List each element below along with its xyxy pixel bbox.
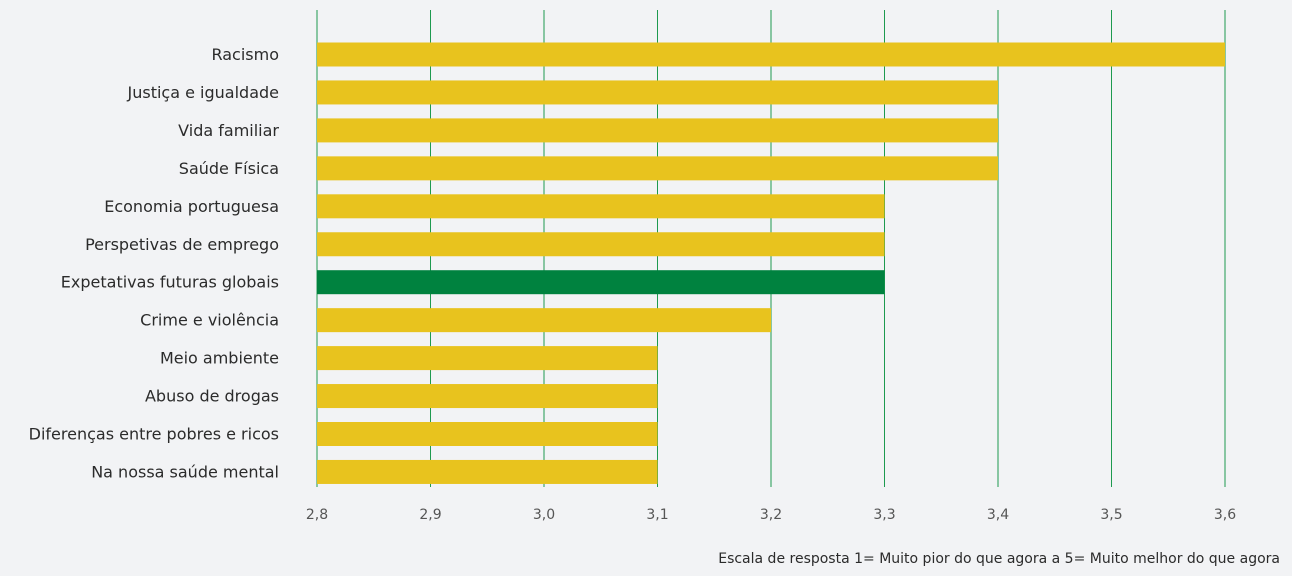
bars — [317, 42, 1225, 484]
x-tick-label: 2,9 — [419, 507, 441, 523]
bar — [317, 422, 658, 446]
bar — [317, 384, 658, 409]
category-label: Perspetivas de emprego — [85, 235, 279, 254]
bar — [317, 80, 998, 105]
x-tick-label: 3,5 — [1100, 507, 1122, 523]
category-label: Crime e violência — [140, 311, 279, 330]
x-tick-labels: 2,8 2,9 3,0 3,1 3,2 3,3 3,4 3,5 3,6 — [306, 507, 1236, 523]
bar-highlight — [317, 270, 885, 295]
category-label: Vida familiar — [178, 121, 279, 140]
category-label: Na nossa saúde mental — [91, 462, 279, 481]
category-label: Expetativas futuras globais — [61, 273, 279, 292]
x-tick-label: 3,3 — [873, 507, 895, 523]
category-label: Economia portuguesa — [104, 197, 279, 216]
category-label: Racismo — [211, 45, 279, 64]
category-label: Saúde Física — [179, 159, 279, 178]
bar — [317, 42, 1225, 67]
category-label: Diferenças entre pobres e ricos — [29, 425, 279, 444]
x-tick-label: 3,4 — [987, 507, 1009, 523]
bar — [317, 232, 885, 257]
category-label: Meio ambiente — [160, 349, 279, 368]
category-label: Abuso de drogas — [145, 387, 279, 406]
category-label: Justiça e igualdade — [127, 83, 279, 102]
x-tick-label: 3,2 — [760, 507, 782, 523]
category-labels: Racismo Justiça e igualdade Vida familiar S… — [29, 45, 280, 481]
scale-footnote: Escala de resposta 1= Muito pior do que … — [718, 551, 1280, 567]
bar — [317, 194, 885, 219]
bar — [317, 459, 658, 484]
x-tick-label: 3,0 — [533, 507, 555, 523]
x-tick-label: 3,1 — [646, 507, 668, 523]
bar — [317, 346, 658, 371]
x-tick-label: 2,8 — [306, 507, 328, 523]
bar — [317, 118, 998, 143]
bar — [317, 156, 998, 181]
x-tick-label: 3,6 — [1214, 507, 1236, 523]
bar — [317, 308, 771, 333]
